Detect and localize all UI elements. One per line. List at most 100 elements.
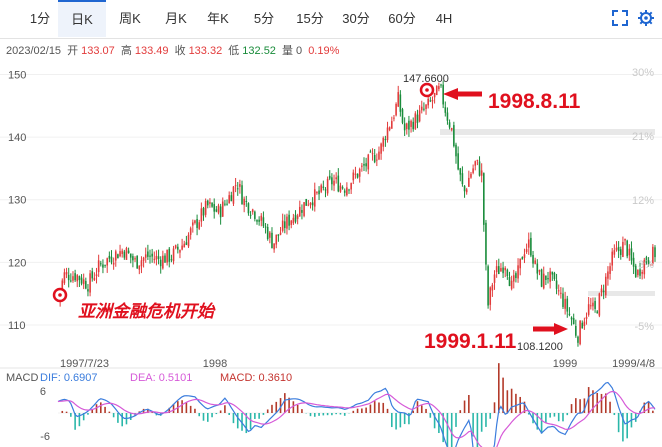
- candle-body: [311, 202, 314, 206]
- info-vol: 0: [296, 45, 303, 57]
- candle-body: [444, 107, 447, 113]
- candle-body: [478, 161, 481, 176]
- x-tick-label: 1999: [553, 358, 577, 370]
- candle-body: [530, 237, 532, 256]
- candle-body: [74, 273, 76, 281]
- candle-body: [91, 271, 94, 279]
- candle-body: [457, 153, 459, 170]
- peak-annotation: 147.6600 1998.8.11: [403, 73, 581, 113]
- candle-body: [431, 99, 434, 102]
- candle-body: [592, 302, 594, 307]
- chart-grid: [0, 74, 662, 326]
- tab-9[interactable]: 4H: [435, 11, 453, 26]
- candle-body: [221, 201, 224, 217]
- tab-4[interactable]: 年K: [207, 11, 229, 26]
- candle-body: [298, 206, 301, 217]
- candle-body: [654, 247, 656, 258]
- level-band: [440, 129, 655, 135]
- info-low: 132.52: [242, 45, 276, 57]
- crisis-annotation: 亚洲金融危机开始: [52, 287, 216, 321]
- crisis-label: 亚洲金融危机开始: [78, 302, 216, 321]
- candle-body: [617, 246, 620, 252]
- candle-body: [273, 243, 275, 250]
- candle-body: [491, 284, 494, 291]
- candle-body: [157, 256, 160, 259]
- settings-icon[interactable]: [637, 9, 655, 27]
- candle-body: [181, 245, 183, 250]
- tab-0[interactable]: 1分: [29, 11, 51, 26]
- candle-body: [301, 209, 303, 213]
- candle-body: [427, 98, 429, 106]
- candle-body: [254, 211, 256, 219]
- candle-body: [626, 240, 628, 257]
- candle-body: [99, 263, 102, 265]
- candle-body: [320, 185, 322, 192]
- pct-tick-label: 3%: [638, 259, 654, 271]
- candle-body: [185, 242, 188, 245]
- tab-6[interactable]: 15分: [296, 11, 324, 26]
- candle-body: [232, 186, 235, 204]
- candle-body: [108, 255, 111, 259]
- candle-body: [318, 190, 320, 195]
- candle-body: [480, 170, 483, 176]
- candle-body: [378, 151, 380, 160]
- candle-body: [433, 93, 436, 98]
- candle-body: [211, 202, 213, 207]
- macd-value: MACD: 0.3610: [220, 372, 292, 384]
- candle-body: [63, 272, 66, 284]
- candle-body: [557, 290, 560, 292]
- candle-body: [258, 219, 260, 222]
- candle-body: [369, 151, 372, 153]
- candle-body: [365, 163, 367, 167]
- tab-7[interactable]: 30分: [342, 11, 370, 26]
- tab-5[interactable]: 5分: [253, 11, 275, 26]
- info-open: 133.07: [81, 45, 115, 57]
- info-close: 133.32: [188, 45, 223, 57]
- candle-body: [487, 266, 489, 306]
- peak-arrow: [443, 88, 482, 100]
- candle-body: [159, 259, 162, 267]
- candle-body: [472, 168, 474, 173]
- candle-body: [192, 222, 194, 226]
- info-open-label: 开: [67, 45, 79, 57]
- candle-body: [215, 209, 218, 212]
- candle-body: [448, 122, 451, 128]
- candle-body: [196, 219, 198, 228]
- candle-body: [410, 120, 412, 127]
- candle-body: [209, 202, 211, 204]
- info-vol-label: 量: [282, 45, 293, 57]
- x-tick-label: 1999/4/8: [612, 358, 655, 370]
- fullscreen-icon[interactable]: [611, 9, 629, 27]
- tab-3[interactable]: 月K: [165, 11, 187, 26]
- pct-tick-label: 12%: [632, 195, 654, 207]
- candle-body: [125, 248, 128, 260]
- dea-line: [57, 390, 656, 447]
- candle-body: [519, 258, 521, 269]
- candle-body: [613, 250, 616, 255]
- candle-body: [538, 270, 541, 272]
- candles-layer: [57, 80, 656, 347]
- tab-2[interactable]: 周K: [119, 11, 141, 26]
- candle-body: [127, 250, 130, 253]
- tab-8[interactable]: 60分: [388, 11, 416, 26]
- candle-body: [226, 203, 228, 205]
- candle-body: [224, 203, 226, 205]
- candle-body: [429, 100, 432, 102]
- candle-body: [155, 255, 158, 260]
- candle-body: [474, 161, 477, 166]
- candle-body: [596, 311, 599, 314]
- candle-body: [632, 257, 635, 267]
- candle-body: [65, 272, 68, 275]
- candle-body: [607, 271, 609, 279]
- candle-body: [117, 254, 119, 259]
- candle-body: [337, 175, 340, 192]
- candle-body: [412, 121, 415, 130]
- candle-body: [266, 227, 269, 240]
- tab-1[interactable]: 日K: [58, 0, 106, 37]
- candle-body: [523, 254, 526, 258]
- candle-body: [585, 316, 588, 319]
- candle-body: [206, 200, 209, 206]
- candle-body: [602, 290, 605, 293]
- candle-body: [168, 248, 171, 262]
